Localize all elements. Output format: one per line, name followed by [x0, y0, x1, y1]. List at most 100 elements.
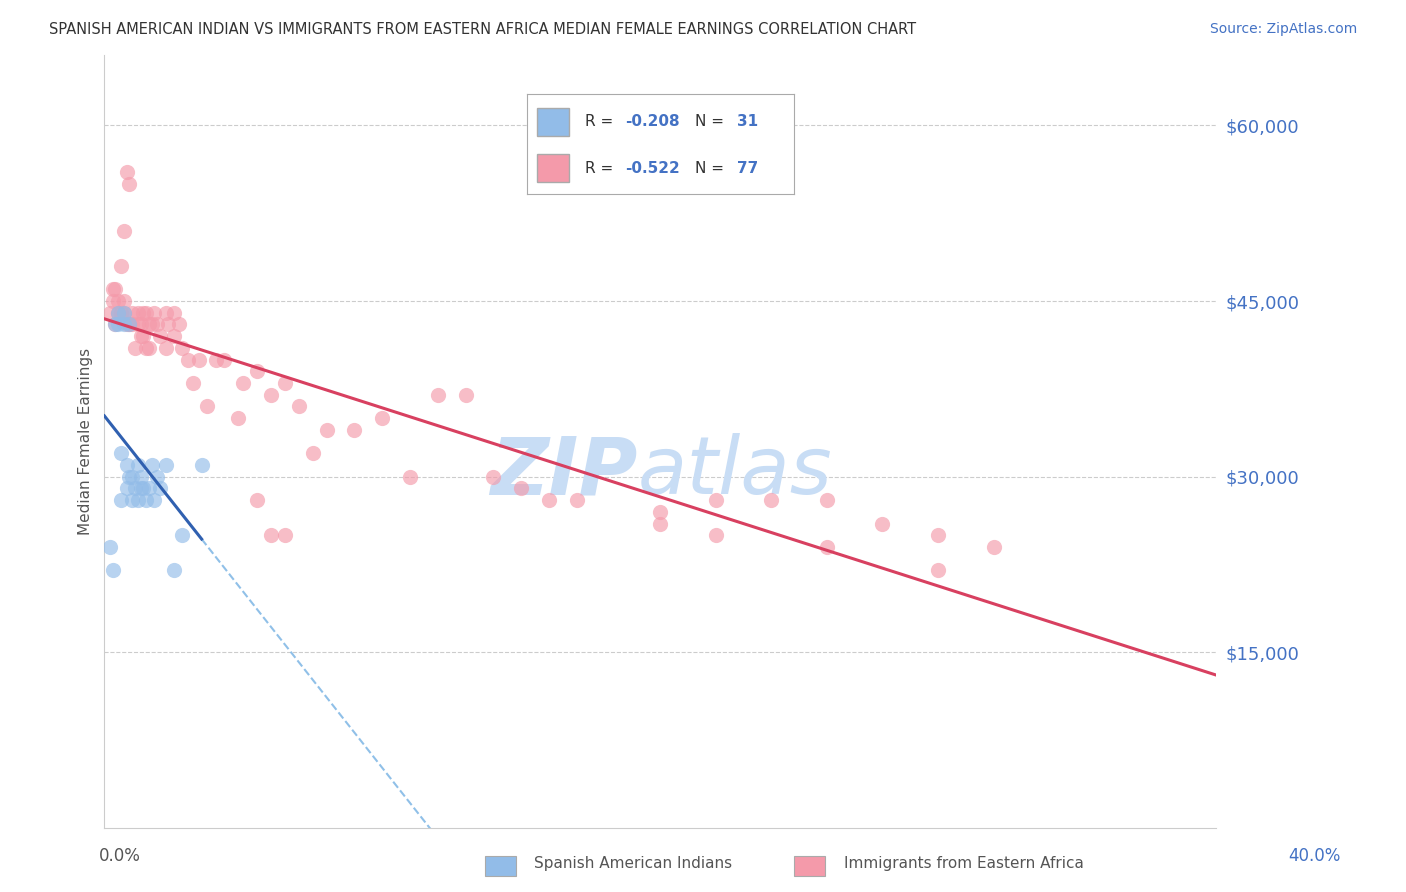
Point [110, 306, 132, 320]
Point [301, 446, 323, 460]
Point [155, 341, 177, 355]
Text: Immigrants from Eastern Africa: Immigrants from Eastern Africa [844, 856, 1084, 871]
Point [110, 493, 132, 508]
Point [172, 341, 194, 355]
Point [124, 482, 146, 496]
Point [118, 318, 141, 332]
Point [101, 563, 124, 577]
Point [246, 364, 269, 378]
Point [143, 306, 166, 320]
Point [163, 329, 186, 343]
Text: SPANISH AMERICAN INDIAN VS IMMIGRANTS FROM EASTERN AFRICA MEDIAN FEMALE EARNINGS: SPANISH AMERICAN INDIAN VS IMMIGRANTS FR… [49, 22, 917, 37]
Point [118, 318, 141, 332]
Text: Spanish American Indians: Spanish American Indians [534, 856, 733, 871]
Point [163, 563, 186, 577]
Point [129, 318, 152, 332]
Point [135, 341, 157, 355]
Point [260, 528, 283, 542]
Text: atlas: atlas [638, 434, 832, 511]
Point [704, 528, 727, 542]
Point [112, 293, 135, 308]
Point [371, 411, 394, 425]
Point [172, 528, 194, 542]
Point [274, 376, 297, 390]
Point [138, 318, 160, 332]
Point [110, 446, 132, 460]
Point [343, 423, 366, 437]
Point [112, 306, 135, 320]
Point [107, 318, 129, 332]
Point [101, 293, 124, 308]
Point [232, 376, 254, 390]
Point [112, 318, 135, 332]
Point [155, 458, 177, 472]
Point [537, 493, 560, 508]
Point [177, 352, 200, 367]
Point [104, 318, 127, 332]
Point [121, 318, 143, 332]
Point [169, 318, 191, 332]
Point [127, 306, 149, 320]
Point [138, 341, 160, 355]
Point [565, 493, 588, 508]
Point [121, 493, 143, 508]
Point [815, 540, 838, 554]
Point [143, 493, 166, 508]
Point [226, 411, 249, 425]
Point [132, 306, 155, 320]
Point [149, 482, 172, 496]
Y-axis label: Median Female Earnings: Median Female Earnings [79, 348, 93, 535]
Point [454, 387, 477, 401]
Point [650, 505, 672, 519]
Point [260, 387, 283, 401]
Point [288, 400, 311, 414]
Point [482, 469, 505, 483]
Point [187, 352, 209, 367]
Point [104, 318, 127, 332]
Point [146, 469, 169, 483]
Point [132, 329, 155, 343]
Point [872, 516, 894, 531]
Point [181, 376, 204, 390]
Point [983, 540, 1005, 554]
Point [315, 423, 337, 437]
Point [127, 318, 149, 332]
Point [246, 493, 269, 508]
Point [129, 469, 152, 483]
Point [195, 400, 218, 414]
Point [118, 469, 141, 483]
Point [149, 329, 172, 343]
Point [274, 528, 297, 542]
Point [104, 282, 127, 296]
Point [115, 318, 138, 332]
Point [107, 293, 129, 308]
Point [118, 177, 141, 191]
Point [190, 458, 212, 472]
Text: 40.0%: 40.0% [1288, 847, 1341, 864]
Point [107, 306, 129, 320]
Point [121, 306, 143, 320]
Point [127, 458, 149, 472]
Point [650, 516, 672, 531]
Point [141, 318, 163, 332]
Point [115, 165, 138, 179]
Point [815, 493, 838, 508]
Point [132, 482, 155, 496]
Point [98, 540, 121, 554]
Point [121, 469, 143, 483]
Point [399, 469, 422, 483]
Point [112, 306, 135, 320]
Point [704, 493, 727, 508]
Point [510, 482, 533, 496]
Point [129, 482, 152, 496]
Point [761, 493, 783, 508]
Point [927, 528, 949, 542]
Point [146, 318, 169, 332]
Point [110, 259, 132, 273]
Point [107, 306, 129, 320]
Text: Source: ZipAtlas.com: Source: ZipAtlas.com [1209, 22, 1357, 37]
Point [115, 482, 138, 496]
Point [138, 482, 160, 496]
Point [115, 458, 138, 472]
Point [163, 306, 186, 320]
